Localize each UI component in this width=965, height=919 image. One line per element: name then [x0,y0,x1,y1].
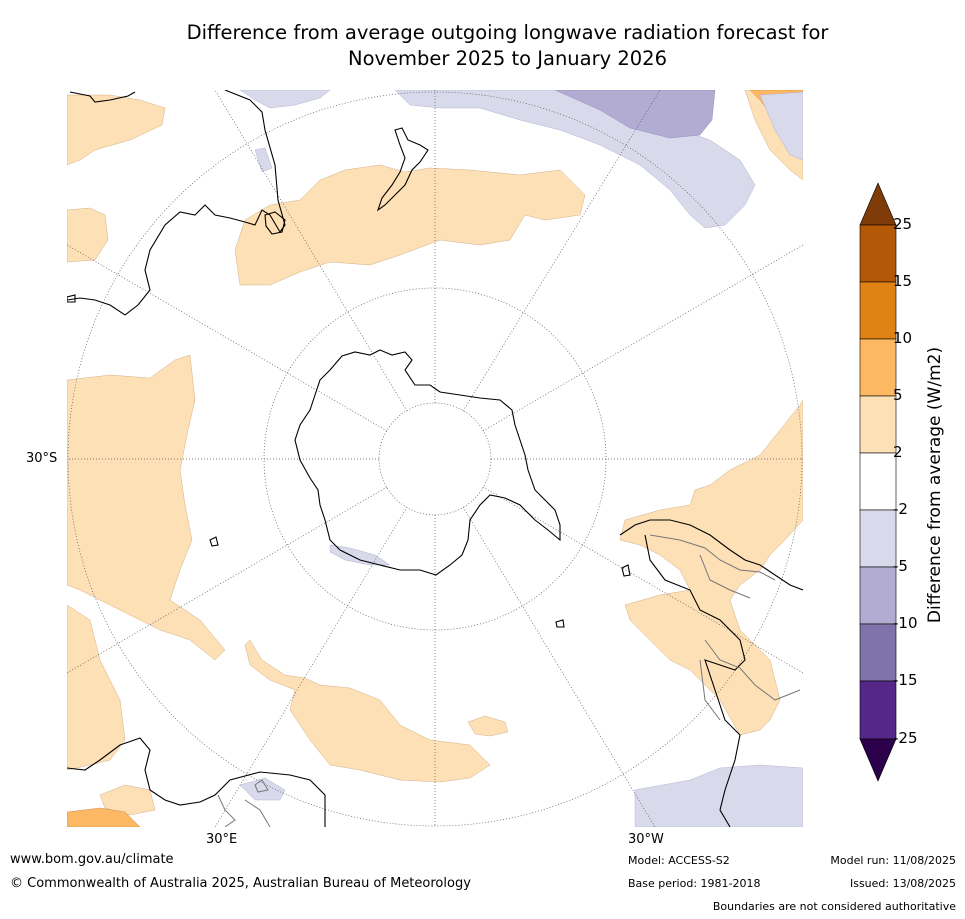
colorbar [859,182,897,782]
colorbar-segment-5-10 [859,338,897,397]
colorbar-tick: -25 [893,729,918,747]
model-run-date: Model run: 11/08/2025 [830,854,956,867]
country-borders [217,534,801,827]
latitude-circle-30s [67,91,803,827]
map-panel [67,90,803,827]
colorbar-segment-below-minus25 [859,738,897,782]
new-zealand-coastline [376,127,429,212]
anomaly-positive-2-5 [67,90,803,816]
island-coastline [209,536,219,547]
colorbar-tick: 25 [893,215,913,233]
lat-label-30s: 30°S [26,451,58,466]
colorbar-tick: -15 [893,671,918,689]
colorbar-tick: -5 [893,557,908,575]
meridian [214,506,408,827]
graticule [67,90,803,827]
island-coastline [555,619,565,628]
lon-label-30w: 30°W [628,832,664,847]
colorbar-title: Difference from average (W/m2) [925,346,945,624]
boundaries-disclaimer: Boundaries are not considered authoritat… [712,900,956,913]
colorbar-segment-minus15-minus25 [859,680,897,740]
model-name: Model: ACCESS-S2 [628,854,730,867]
website-link[interactable]: www.bom.gov.au/climate [10,852,174,867]
colorbar-tick: -10 [893,614,918,632]
colorbar-segment-15-25 [859,224,897,283]
base-period: Base period: 1981-2018 [628,877,761,890]
colorbar-tick: 2 [893,443,903,461]
island-coastline [67,294,76,303]
anomaly-negative-5-10 [554,90,716,139]
africa-coastline [67,737,326,827]
colorbar-segment-2-5 [859,395,897,454]
colorbar-segment-minus5-minus10 [859,566,897,625]
colorbar-tick: 5 [893,386,903,404]
tasmania-coastline [264,211,286,235]
colorbar-segment-above-25 [859,182,897,226]
title-line-1: Difference from average outgoing longwav… [186,21,829,44]
south-america-coastline [619,519,803,827]
colorbar-segment-minus10-minus15 [859,623,897,682]
lon-label-30e: 30°E [206,832,238,847]
colorbar-segment-neutral [859,452,897,511]
anomaly-negative-2-5 [239,90,803,827]
australia-coastline [67,90,286,316]
island-coastline [621,564,631,577]
colorbar-tick: 15 [893,272,913,290]
map-title: Difference from average outgoing longwav… [0,20,965,72]
colorbar-tick: 10 [893,329,913,347]
issued-date: Issued: 13/08/2025 [849,877,956,890]
title-line-2: November 2025 to January 2026 [348,47,667,70]
coastlines [67,90,803,827]
colorbar-tick: -2 [893,500,908,518]
copyright-text: © Commonwealth of Australia 2025, Austra… [10,876,471,891]
colorbar-segment-10-15 [859,281,897,340]
meridian [462,506,656,827]
colorbar-segment-minus2-minus5 [859,509,897,568]
antarctica-coastline [294,349,561,576]
